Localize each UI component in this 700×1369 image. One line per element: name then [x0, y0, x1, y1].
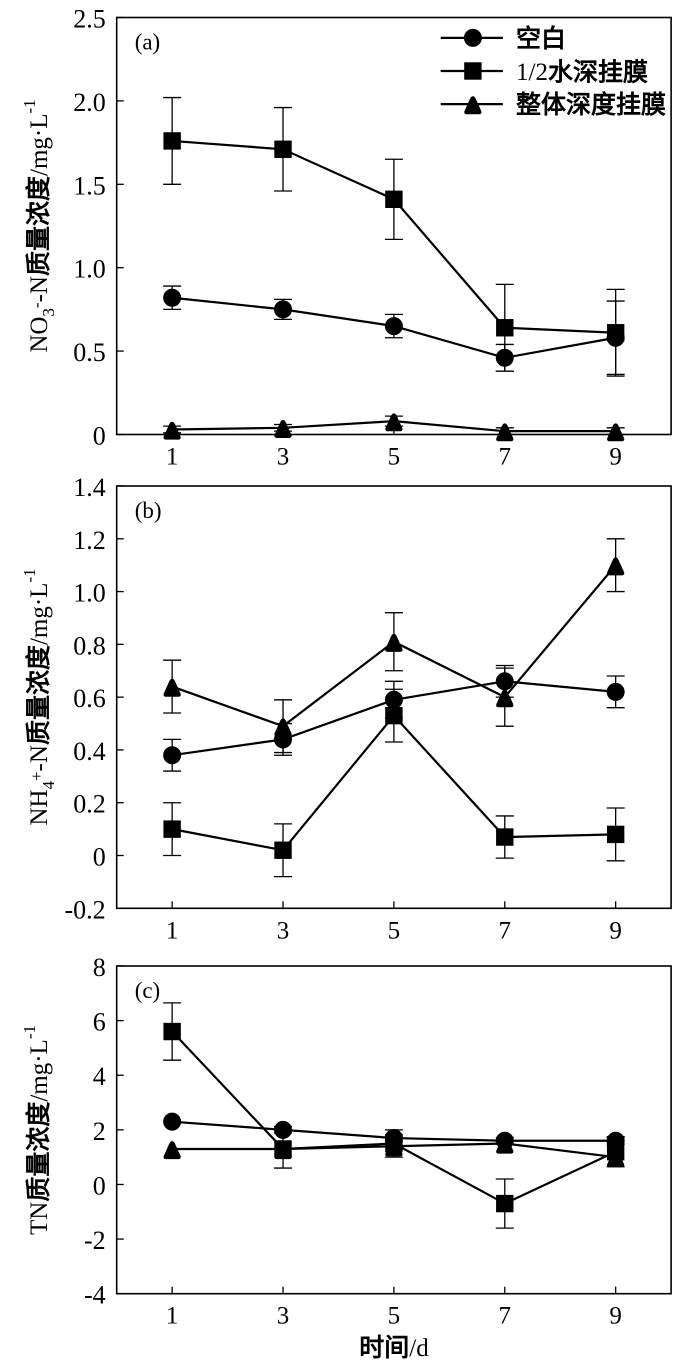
svg-text:整体深度挂膜: 整体深度挂膜 [516, 90, 666, 119]
svg-text:(c): (c) [135, 978, 161, 1003]
svg-text:(b): (b) [135, 498, 162, 523]
svg-text:2.5: 2.5 [73, 5, 106, 34]
svg-text:2: 2 [93, 1117, 106, 1146]
svg-text:0: 0 [93, 422, 106, 451]
svg-text:-0.2: -0.2 [65, 895, 106, 924]
svg-text:1.4: 1.4 [73, 473, 106, 502]
svg-text:-2: -2 [84, 1226, 106, 1255]
svg-text:1.5: 1.5 [73, 171, 106, 200]
svg-text:0: 0 [93, 1171, 106, 1200]
svg-text:9: 9 [609, 444, 622, 471]
svg-text:7: 7 [499, 1303, 512, 1330]
svg-text:1.0: 1.0 [73, 579, 106, 608]
svg-text:0.4: 0.4 [73, 737, 106, 766]
svg-text:4: 4 [93, 1062, 106, 1091]
svg-text:1.2: 1.2 [73, 526, 106, 555]
svg-text:(a): (a) [135, 30, 161, 55]
svg-text:0.2: 0.2 [73, 790, 106, 819]
svg-text:5: 5 [388, 444, 401, 471]
svg-text:空白: 空白 [516, 24, 566, 53]
svg-text:7: 7 [499, 444, 512, 471]
svg-text:-4: -4 [84, 1281, 106, 1310]
svg-text:0.5: 0.5 [73, 338, 106, 367]
svg-text:6: 6 [93, 1008, 106, 1037]
svg-text:5: 5 [388, 917, 401, 944]
svg-text:3: 3 [277, 444, 290, 471]
svg-text:3: 3 [277, 1303, 290, 1330]
svg-text:0: 0 [93, 843, 106, 872]
svg-text:0.8: 0.8 [73, 631, 106, 660]
svg-text:2.0: 2.0 [73, 88, 106, 117]
svg-text:1.0: 1.0 [73, 255, 106, 284]
svg-text:1: 1 [166, 917, 179, 944]
svg-text:1: 1 [166, 1303, 179, 1330]
svg-text:时间/d: 时间/d [359, 1334, 429, 1362]
svg-text:5: 5 [388, 1303, 401, 1330]
svg-text:0.6: 0.6 [73, 684, 106, 713]
svg-text:1/2水深挂膜: 1/2水深挂膜 [516, 58, 648, 86]
svg-text:9: 9 [609, 917, 622, 944]
svg-text:3: 3 [277, 917, 290, 944]
svg-text:8: 8 [93, 953, 106, 982]
svg-text:1: 1 [166, 444, 179, 471]
svg-text:7: 7 [499, 917, 512, 944]
svg-text:9: 9 [609, 1303, 622, 1330]
